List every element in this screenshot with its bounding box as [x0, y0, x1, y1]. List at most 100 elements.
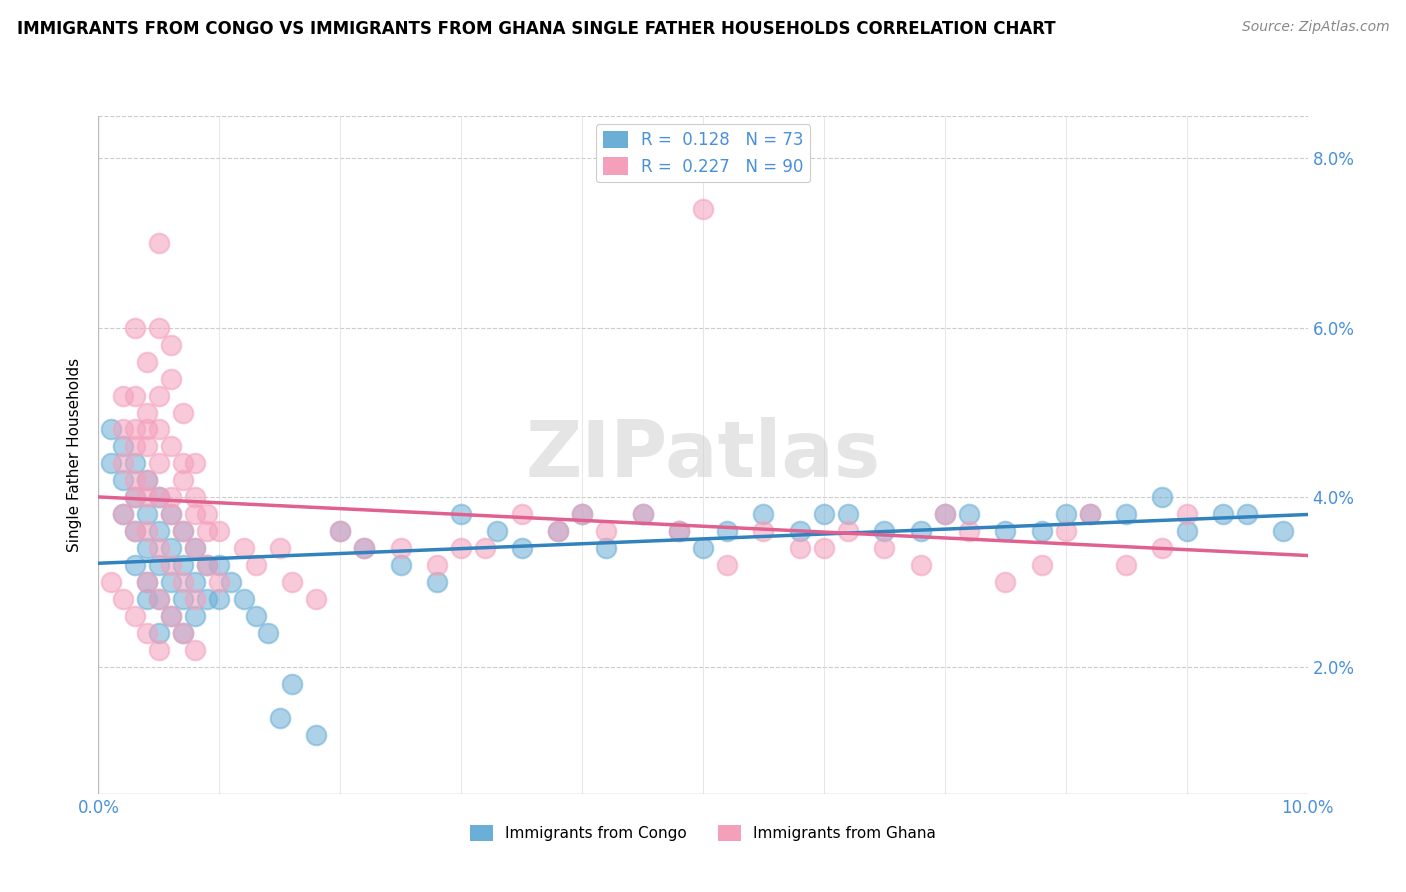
Point: [692, 202, 714, 217]
Point: [135, 524, 157, 539]
Text: Source: ZipAtlas.com: Source: ZipAtlas.com: [1241, 20, 1389, 34]
Point: [329, 524, 352, 539]
Point: [135, 423, 157, 437]
Point: [873, 541, 896, 555]
Point: [1115, 507, 1137, 521]
Point: [135, 473, 157, 487]
Point: [111, 457, 134, 471]
Point: [160, 609, 183, 624]
Point: [208, 575, 231, 590]
Point: [148, 491, 170, 505]
Point: [571, 507, 593, 521]
Point: [184, 491, 207, 505]
Point: [692, 541, 714, 555]
Point: [510, 541, 533, 555]
Point: [124, 389, 146, 403]
Point: [195, 558, 218, 573]
Point: [1078, 507, 1101, 521]
Point: [124, 491, 146, 505]
Point: [934, 507, 956, 521]
Point: [160, 491, 183, 505]
Point: [668, 524, 690, 539]
Point: [135, 626, 157, 640]
Point: [1054, 507, 1077, 521]
Point: [148, 389, 170, 403]
Point: [160, 609, 183, 624]
Point: [135, 592, 157, 607]
Point: [910, 558, 932, 573]
Point: [135, 575, 157, 590]
Point: [1152, 491, 1174, 505]
Point: [111, 507, 134, 521]
Point: [1272, 524, 1295, 539]
Point: [124, 558, 146, 573]
Point: [172, 524, 194, 539]
Point: [160, 371, 183, 385]
Point: [389, 558, 412, 573]
Point: [305, 728, 328, 742]
Point: [329, 524, 352, 539]
Point: [184, 507, 207, 521]
Point: [100, 575, 122, 590]
Point: [100, 457, 122, 471]
Text: ZIPatlas: ZIPatlas: [526, 417, 880, 493]
Point: [135, 473, 157, 487]
Point: [172, 575, 194, 590]
Point: [1175, 507, 1198, 521]
Point: [813, 541, 835, 555]
Point: [474, 541, 496, 555]
Point: [172, 457, 194, 471]
Point: [1031, 558, 1053, 573]
Point: [124, 457, 146, 471]
Point: [184, 642, 207, 657]
Point: [281, 575, 304, 590]
Point: [426, 575, 449, 590]
Point: [547, 524, 569, 539]
Point: [269, 710, 291, 724]
Point: [195, 524, 218, 539]
Point: [135, 575, 157, 590]
Point: [148, 592, 170, 607]
Point: [232, 592, 254, 607]
Point: [160, 440, 183, 454]
Point: [994, 575, 1017, 590]
Point: [486, 524, 509, 539]
Point: [813, 507, 835, 521]
Point: [426, 558, 449, 573]
Point: [752, 524, 775, 539]
Point: [910, 524, 932, 539]
Point: [789, 524, 811, 539]
Point: [450, 541, 472, 555]
Point: [172, 626, 194, 640]
Point: [184, 541, 207, 555]
Point: [148, 524, 170, 539]
Point: [124, 423, 146, 437]
Point: [135, 491, 157, 505]
Point: [172, 473, 194, 487]
Point: [160, 575, 183, 590]
Point: [957, 524, 980, 539]
Point: [135, 405, 157, 419]
Point: [124, 440, 146, 454]
Point: [148, 642, 170, 657]
Point: [195, 507, 218, 521]
Point: [124, 491, 146, 505]
Point: [184, 541, 207, 555]
Point: [837, 524, 859, 539]
Point: [148, 491, 170, 505]
Point: [208, 592, 231, 607]
Point: [1175, 524, 1198, 539]
Point: [256, 626, 278, 640]
Point: [510, 507, 533, 521]
Y-axis label: Single Father Households: Single Father Households: [67, 358, 83, 552]
Point: [124, 321, 146, 335]
Point: [135, 440, 157, 454]
Point: [135, 541, 157, 555]
Point: [111, 423, 134, 437]
Point: [994, 524, 1017, 539]
Point: [148, 235, 170, 250]
Point: [135, 507, 157, 521]
Point: [1031, 524, 1053, 539]
Point: [111, 592, 134, 607]
Point: [631, 507, 654, 521]
